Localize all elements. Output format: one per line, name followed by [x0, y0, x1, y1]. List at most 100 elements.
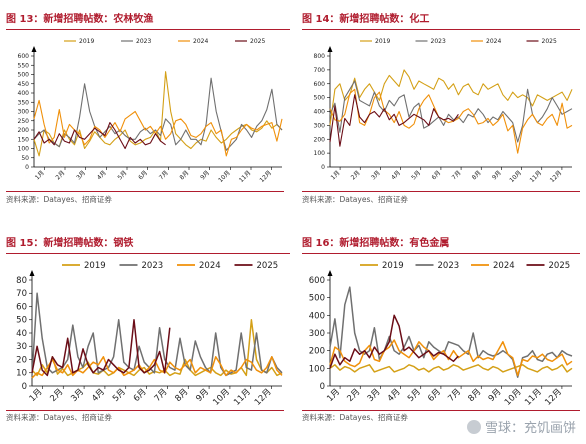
x-tick-label: 4月 [96, 169, 108, 181]
y-tick-label: 300 [314, 122, 326, 129]
y-tick-label: 700 [314, 67, 326, 74]
series-line-2025 [33, 122, 166, 150]
y-axis-arrow-icon [31, 46, 37, 52]
chart-title: 图 14：新增招聘帖数：化工 [302, 14, 430, 25]
x-tick-label: 7月 [158, 169, 170, 181]
x-tick-label: 6月 [430, 169, 442, 181]
x-tick-label: 6月 [426, 387, 443, 404]
x-tick-label: 1月 [330, 169, 342, 181]
source-note: 资料来源：Datayes、招商证券 [6, 413, 112, 422]
x-tick-label: 10月 [508, 169, 523, 184]
y-tick-label: 50 [16, 316, 27, 326]
y-tick-label: 500 [18, 72, 30, 79]
y-tick-label: 400 [18, 90, 30, 97]
line-chart: 0 50 100 150 200 250 300 350 400 450 500 550 600 1月 2月… [18, 38, 283, 184]
series-line-2024 [329, 339, 573, 377]
y-tick-label: 60 [16, 302, 27, 312]
x-tick-label: 1月 [325, 387, 342, 404]
series-line-2024 [31, 356, 283, 379]
y-tick-label: 450 [18, 81, 30, 88]
y-tick-label: 150 [18, 136, 30, 143]
y-tick-label: 100 [18, 146, 30, 153]
legend-label: 2023 [431, 38, 446, 45]
y-tick-label: 70 [16, 289, 27, 299]
y-tick-label: 0 [320, 382, 325, 392]
legend-label: 2023 [142, 261, 164, 271]
x-tick-label: 9月 [491, 169, 503, 181]
x-tick-label: 12月 [543, 387, 564, 408]
legend-label: 2019 [84, 261, 106, 271]
y-tick-label: 550 [18, 62, 30, 69]
snowball-logo-icon [466, 420, 481, 434]
legend-label: 2019 [375, 38, 390, 45]
x-tick-label: 11月 [529, 169, 544, 184]
legend-label: 2025 [250, 38, 265, 45]
x-tick-label: 5月 [111, 387, 128, 404]
legend-label: 2023 [136, 38, 151, 45]
y-axis-arrow-icon [29, 270, 35, 276]
x-tick-label: 3月 [370, 169, 382, 181]
x-tick-label: 9月 [199, 169, 211, 181]
x-tick-label: 6月 [132, 387, 149, 404]
series-line-2023 [31, 292, 283, 377]
x-tick-label: 11月 [232, 387, 253, 408]
legend-label: 2024 [486, 38, 501, 45]
y-tick-label: 20 [16, 355, 27, 365]
y-tick-label: 250 [18, 118, 30, 125]
legend-label: 2019 [382, 261, 404, 271]
chart-title: 图 16：新增招聘帖数：有色金属 [302, 238, 450, 249]
x-tick-label: 5月 [410, 169, 422, 181]
line-chart: 0 100 200 300 400 500 600 700 800 1月 2月 3月 4月 5月 6月 7月 8… [314, 38, 573, 184]
x-tick-label: 8月 [179, 169, 191, 181]
series-line-2023 [329, 286, 573, 378]
y-tick-label: 600 [314, 81, 326, 88]
x-tick-label: 3月 [69, 387, 86, 404]
panel-steel: 图 15：新增招聘帖数：钢铁 0 10 20 30 40 50 60 70 80 1月 2月 3月 4月… [6, 236, 290, 436]
x-tick-label: 9月 [487, 387, 504, 404]
legend-label: 2024 [193, 38, 208, 45]
chart-title: 图 15：新增招聘帖数：钢铁 [6, 238, 134, 249]
legend-label: 2025 [257, 261, 279, 271]
panel-chemical: 图 14：新增招聘帖数：化工 0 100 200 300 400 500 600 700 800… [302, 12, 586, 212]
y-tick-label: 300 [309, 329, 325, 339]
chart-title: 图 13：新增招聘帖数：农林牧渔 [6, 14, 154, 25]
x-tick-label: 9月 [194, 387, 211, 404]
x-tick-label: 2月 [345, 387, 362, 404]
y-tick-label: 500 [309, 294, 325, 304]
x-tick-label: 3月 [366, 387, 383, 404]
source-rule [302, 191, 580, 192]
x-tick-label: 7月 [451, 169, 463, 181]
x-tick-label: 12月 [253, 387, 274, 408]
legend-label: 2025 [549, 261, 571, 271]
line-chart: 0 10 20 30 40 50 60 70 80 1月 2月 3月 4月 5月 6月 7月 8月 9月 10月 11… [16, 261, 283, 408]
x-tick-label: 2月 [48, 387, 65, 404]
x-tick-label: 10月 [211, 387, 232, 408]
series-line-2025 [329, 314, 459, 369]
legend-label: 2024 [493, 261, 515, 271]
legend-label: 2024 [199, 261, 221, 271]
legend-label: 2025 [542, 38, 557, 45]
y-axis-arrow-icon [327, 46, 333, 52]
title-rule [302, 29, 580, 30]
y-tick-label: 80 [16, 276, 27, 286]
title-rule [6, 253, 290, 254]
y-tick-label: 200 [309, 347, 325, 357]
x-tick-label: 2月 [55, 169, 67, 181]
panel-nonferrous: 图 16：新增招聘帖数：有色金属 0 100 200 300 400 500 600 1月 2月… [302, 236, 586, 436]
y-tick-label: 0 [22, 382, 27, 392]
x-tick-label: 10月 [217, 169, 232, 184]
y-tick-label: 0 [321, 164, 325, 171]
y-tick-label: 800 [314, 53, 326, 60]
x-tick-label: 4月 [390, 169, 402, 181]
series-line-2019 [329, 364, 573, 373]
x-tick-label: 8月 [471, 169, 483, 181]
y-tick-label: 100 [314, 150, 326, 157]
x-tick-label: 11月 [523, 387, 544, 408]
title-rule [302, 253, 580, 254]
y-tick-label: 400 [314, 109, 326, 116]
source-rule [6, 410, 284, 411]
line-chart: 0 100 200 300 400 500 600 1月 2月 3月 4月 5月 6月 7月 8月 9月 10月… [309, 261, 573, 408]
panel-agri: 图 13：新增招聘帖数：农林牧渔 0 50 100 150 200 250 300 350 40… [6, 12, 290, 212]
source-rule [302, 410, 580, 411]
series-line-2025 [329, 94, 459, 147]
